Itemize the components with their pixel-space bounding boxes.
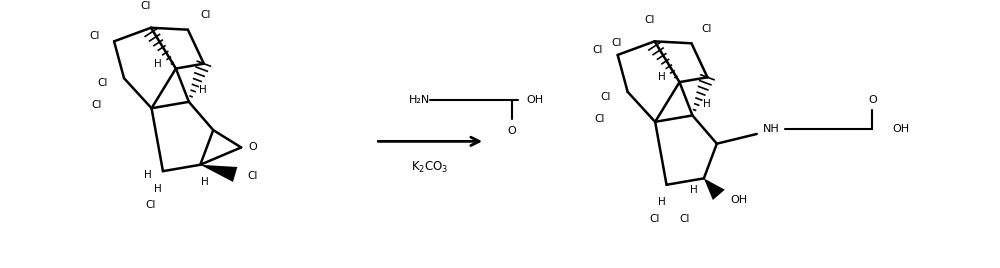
Text: Cl: Cl [679,214,690,224]
Text: NH: NH [763,124,780,134]
Polygon shape [200,165,237,182]
Text: H: H [154,184,162,194]
Text: OH: OH [526,95,543,105]
Polygon shape [704,178,725,200]
Text: Cl: Cl [247,172,257,181]
Text: O: O [508,126,516,136]
Text: OH: OH [892,124,909,134]
Text: H: H [703,99,710,109]
Text: Cl: Cl [595,114,605,124]
Text: H₂N: H₂N [409,95,430,105]
Text: Cl: Cl [146,200,156,210]
Text: O: O [868,95,877,105]
Text: H: H [199,85,207,95]
Text: K$_2$CO$_3$: K$_2$CO$_3$ [411,160,449,175]
Text: H: H [201,177,209,187]
Text: H: H [144,170,152,180]
Text: Cl: Cl [611,38,622,48]
Text: H: H [658,72,665,82]
Text: Cl: Cl [97,78,107,88]
Text: Cl: Cl [141,1,151,11]
Text: H: H [658,197,665,207]
Text: Cl: Cl [89,31,99,42]
Text: Cl: Cl [649,214,660,224]
Text: Cl: Cl [701,24,712,34]
Text: OH: OH [730,195,747,205]
Text: Cl: Cl [644,15,655,25]
Text: H: H [154,59,162,69]
Text: Cl: Cl [91,100,101,110]
Text: Cl: Cl [201,10,211,20]
Text: Cl: Cl [601,92,611,102]
Text: Cl: Cl [593,45,603,55]
Text: O: O [249,142,257,152]
Text: H: H [690,185,698,195]
